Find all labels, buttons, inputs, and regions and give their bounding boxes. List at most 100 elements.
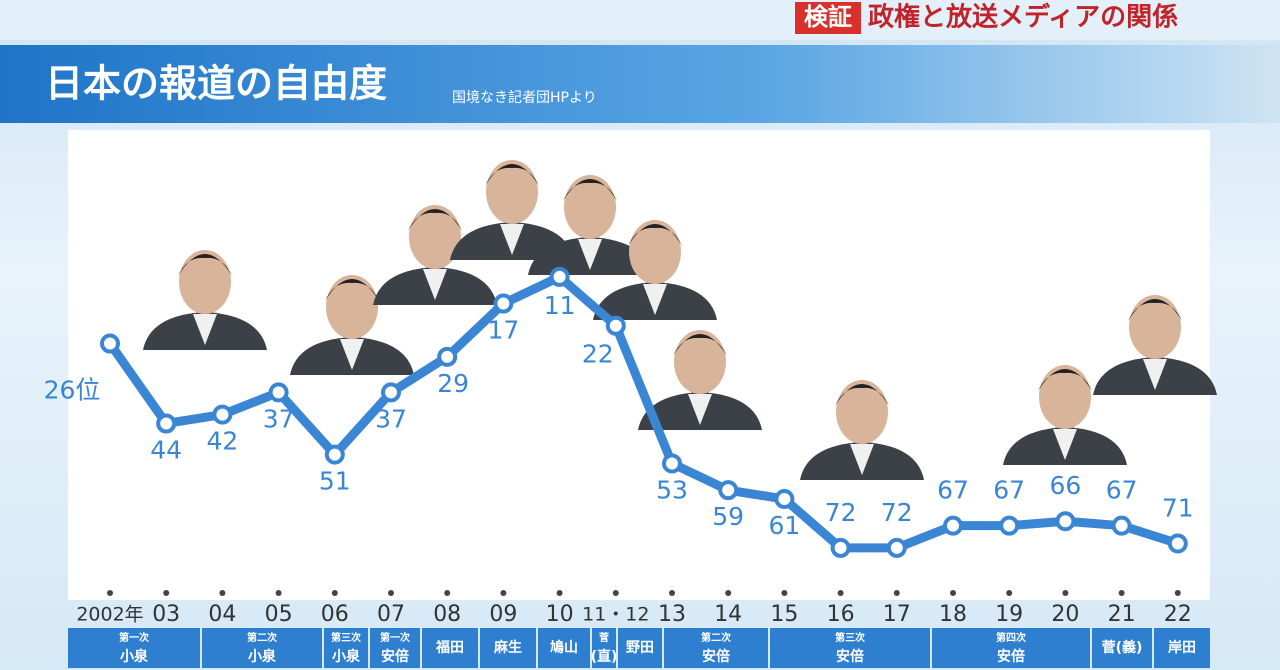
data-label: 67 bbox=[1106, 476, 1138, 505]
data-label: 67 bbox=[937, 476, 969, 505]
data-label: 59 bbox=[712, 502, 744, 531]
x-tick-label: 19 bbox=[995, 602, 1023, 627]
period-label: 小泉 bbox=[332, 648, 361, 665]
data-label: 37 bbox=[375, 404, 407, 433]
data-label: 29 bbox=[437, 369, 469, 398]
portrait-shirt bbox=[1053, 429, 1077, 460]
period-label: 第二次 bbox=[247, 631, 277, 644]
panel bbox=[68, 130, 1210, 600]
point bbox=[212, 404, 233, 425]
portrait bbox=[290, 275, 414, 375]
portrait-face bbox=[674, 330, 726, 394]
portrait-face bbox=[836, 380, 888, 444]
period-cell bbox=[1092, 628, 1152, 668]
data-label: 51 bbox=[319, 467, 351, 496]
period-label: (直) bbox=[591, 648, 618, 665]
x-tick bbox=[556, 590, 563, 596]
x-tick-label: 18 bbox=[939, 602, 967, 627]
portrait-hair bbox=[485, 164, 539, 186]
portrait bbox=[1093, 295, 1217, 395]
period-cell bbox=[422, 628, 478, 668]
period-label: 安倍 bbox=[997, 648, 1025, 665]
period-cell bbox=[68, 628, 200, 668]
portrait bbox=[1003, 365, 1127, 465]
portrait bbox=[528, 175, 652, 275]
point bbox=[156, 413, 177, 434]
data-label: 26位 bbox=[44, 376, 101, 405]
portrait-face bbox=[629, 220, 681, 284]
portrait-shirt bbox=[643, 284, 667, 315]
point bbox=[1167, 533, 1188, 554]
portrait-shirt bbox=[578, 239, 602, 270]
x-tick-label: 06 bbox=[321, 602, 349, 627]
point bbox=[886, 537, 907, 558]
point bbox=[718, 480, 739, 501]
portrait-hair bbox=[835, 384, 889, 406]
x-tick-label: 16 bbox=[827, 602, 855, 627]
portrait-shirt bbox=[1143, 359, 1167, 390]
portrait-hair bbox=[408, 209, 462, 231]
data-label: 44 bbox=[150, 435, 182, 464]
data-label: 67 bbox=[993, 476, 1025, 505]
x-tick bbox=[1062, 590, 1069, 596]
period-label: 菅(義) bbox=[1102, 639, 1143, 656]
portrait bbox=[593, 220, 717, 320]
x-tick bbox=[837, 590, 844, 596]
x-tick-label: 03 bbox=[152, 602, 180, 627]
point bbox=[830, 537, 851, 558]
x-tick-label: 08 bbox=[433, 602, 461, 627]
period-cell bbox=[538, 628, 590, 668]
portrait-hair bbox=[1038, 369, 1092, 391]
period-label: 菅 bbox=[599, 631, 609, 644]
data-label: 42 bbox=[206, 427, 238, 456]
period-label: 小泉 bbox=[120, 648, 149, 665]
badge-bg bbox=[795, 2, 861, 34]
portrait-shirt bbox=[500, 224, 524, 255]
x-tick bbox=[950, 590, 956, 596]
portrait-face bbox=[409, 205, 461, 269]
point bbox=[662, 453, 682, 474]
data-label: 61 bbox=[768, 511, 800, 540]
x-tick-label: 04 bbox=[208, 602, 236, 627]
x-tick-label: 2002年 bbox=[76, 604, 143, 626]
period-cell bbox=[202, 628, 322, 668]
portrait-shirt bbox=[850, 444, 874, 475]
portrait-hair bbox=[673, 334, 727, 356]
period-cell bbox=[1154, 628, 1210, 668]
period-label: 第一次 bbox=[380, 631, 410, 644]
title-band bbox=[0, 45, 1280, 123]
x-tick bbox=[500, 590, 507, 596]
portrait-hair bbox=[563, 179, 617, 201]
point bbox=[774, 489, 795, 510]
portrait-shirt bbox=[340, 339, 364, 370]
x-tick-label: 20 bbox=[1051, 602, 1079, 627]
x-tick bbox=[1174, 590, 1181, 596]
data-label: 22 bbox=[582, 340, 614, 369]
data-label: 11 bbox=[544, 291, 576, 320]
period-label: 第四次 bbox=[996, 631, 1026, 644]
data-label: 17 bbox=[487, 316, 519, 345]
point bbox=[605, 315, 626, 336]
period-cell bbox=[664, 628, 768, 668]
x-tick-label: 17 bbox=[883, 602, 911, 627]
portrait-shirt bbox=[193, 314, 217, 345]
period-label: 福田 bbox=[435, 639, 464, 656]
x-tick bbox=[107, 590, 113, 596]
subtitle: 国境なき記者団HPより bbox=[452, 89, 597, 106]
data-label: 71 bbox=[1162, 493, 1194, 522]
x-tick-label: 14 bbox=[714, 602, 742, 627]
x-tick bbox=[612, 590, 619, 596]
period-label: 岸田 bbox=[1168, 639, 1196, 656]
x-tick bbox=[893, 590, 900, 596]
x-tick bbox=[1118, 590, 1125, 596]
period-label: 安倍 bbox=[381, 648, 409, 665]
x-tick-label: 09 bbox=[489, 602, 517, 627]
portrait bbox=[450, 160, 574, 260]
portrait-shirt bbox=[423, 269, 447, 300]
x-tick bbox=[219, 590, 226, 596]
period-cell bbox=[370, 628, 420, 668]
point bbox=[999, 515, 1020, 536]
data-label: 53 bbox=[656, 475, 688, 504]
portrait bbox=[638, 330, 762, 430]
